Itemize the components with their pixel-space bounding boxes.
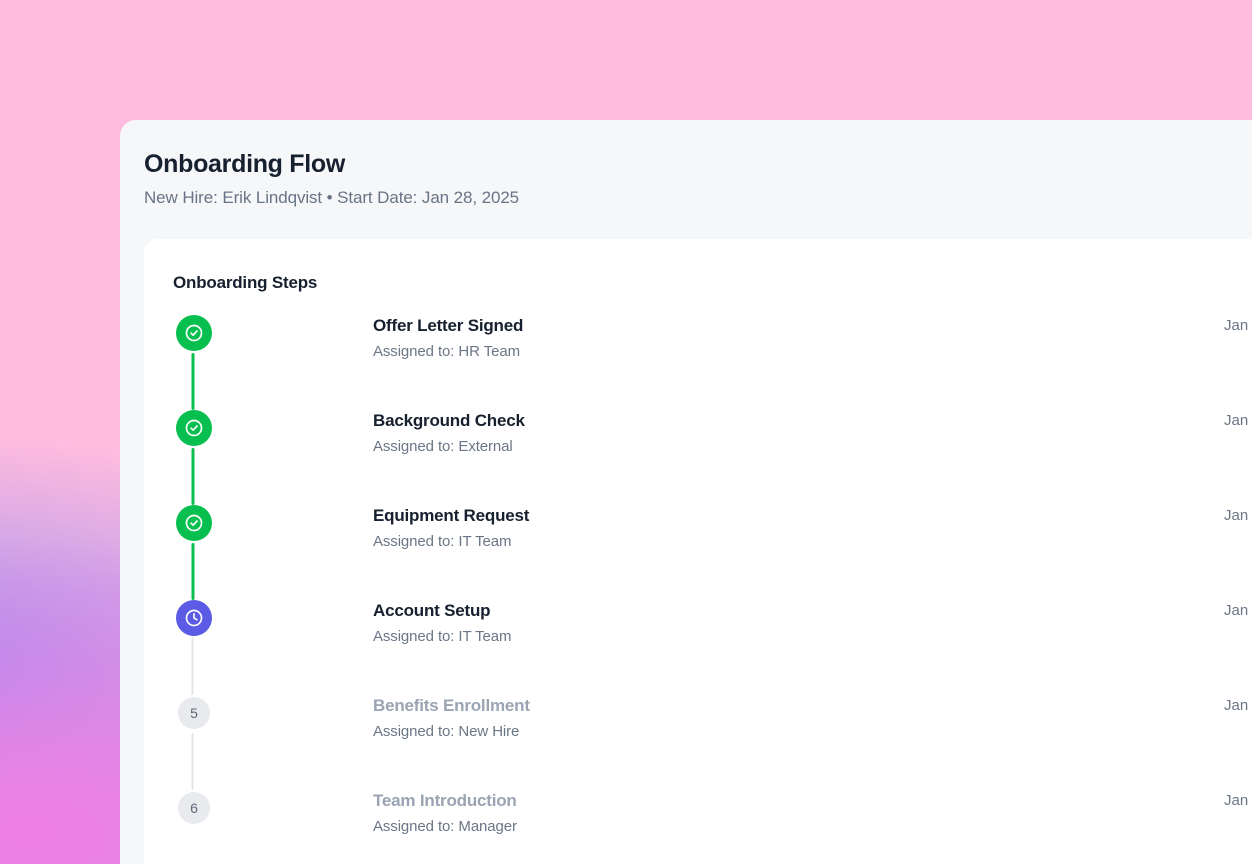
step-number: 6 [178, 792, 210, 824]
step-assignee: Assigned to: External [373, 438, 513, 455]
step-text: Benefits Enrollment Assigned to: New Hire [373, 695, 530, 742]
step-date: Jan 25 [1224, 697, 1252, 714]
step-title: Account Setup [373, 601, 491, 620]
step-marker-column: 6 [173, 790, 215, 864]
step-connector-line [191, 638, 194, 695]
step-row[interactable]: Offer Letter Signed Assigned to: HR Team J… [144, 315, 1252, 410]
step-marker-column: 5 [173, 695, 215, 790]
step-connector-line [191, 353, 195, 410]
page-subtitle: New Hire: Erik Lindqvist • Start Date: J… [144, 188, 520, 207]
step-title: Equipment Request [373, 506, 530, 525]
step-assignee: Assigned to: New Hire [373, 723, 520, 740]
step-date: Jan 22 [1224, 602, 1252, 619]
step-text: Account Setup Assigned to: IT Team [373, 600, 511, 647]
step-assignee: Assigned to: Manager [373, 818, 517, 835]
step-text: Offer Letter Signed Assigned to: HR Team [373, 315, 523, 362]
step-row[interactable]: 6 Team Introduction Assigned to: Manager Ja… [144, 790, 1252, 864]
check-circle-icon [176, 505, 212, 541]
steps-section-title: Onboarding Steps [173, 273, 318, 292]
step-title: Benefits Enrollment [373, 696, 530, 715]
step-row[interactable]: 5 Benefits Enrollment Assigned to: New Hir… [144, 695, 1252, 790]
step-assignee: Assigned to: HR Team [373, 343, 520, 360]
step-title: Offer Letter Signed [373, 316, 524, 335]
step-marker-column [173, 600, 215, 695]
step-title: Team Introduction [373, 791, 517, 810]
step-date: Jan 15 [1224, 317, 1252, 334]
step-connector-line [191, 733, 194, 790]
step-assignee: Assigned to: IT Team [373, 628, 512, 645]
step-date: Jan 18 [1224, 412, 1252, 429]
check-circle-icon [176, 315, 212, 351]
step-connector-line [191, 543, 195, 600]
step-number-label: 6 [190, 800, 198, 816]
steps-list: Offer Letter Signed Assigned to: HR Team J… [144, 315, 1252, 864]
step-number: 5 [178, 697, 210, 729]
page-title: Onboarding Flow [144, 150, 346, 178]
step-text: Equipment Request Assigned to: IT Team [373, 505, 529, 552]
step-text: Background Check Assigned to: External [373, 410, 525, 457]
step-title: Background Check [373, 411, 525, 430]
check-circle-icon [176, 410, 212, 446]
step-marker-column [173, 505, 215, 600]
step-number-label: 5 [190, 705, 198, 721]
step-date: Jan 28 [1224, 792, 1252, 809]
onboarding-steps-panel: Onboarding Steps Offer Letter Signed Assi… [144, 239, 1252, 864]
clock-icon [176, 600, 212, 636]
step-marker-column [173, 315, 215, 410]
step-row[interactable]: Equipment Request Assigned to: IT Team Jan… [144, 505, 1252, 600]
step-assignee: Assigned to: IT Team [373, 533, 512, 550]
step-marker-column [173, 410, 215, 505]
onboarding-card: Onboarding Flow New Hire: Erik Lindqvist… [120, 120, 1252, 864]
step-row[interactable]: Background Check Assigned to: External Jan… [144, 410, 1252, 505]
step-text: Team Introduction Assigned to: Manager [373, 790, 517, 837]
step-date: Jan 20 [1224, 507, 1252, 524]
step-connector-line [191, 448, 195, 505]
card-header: Onboarding Flow New Hire: Erik Lindqvist… [120, 120, 1252, 208]
step-row[interactable]: Account Setup Assigned to: IT Team Jan 22 [144, 600, 1252, 695]
